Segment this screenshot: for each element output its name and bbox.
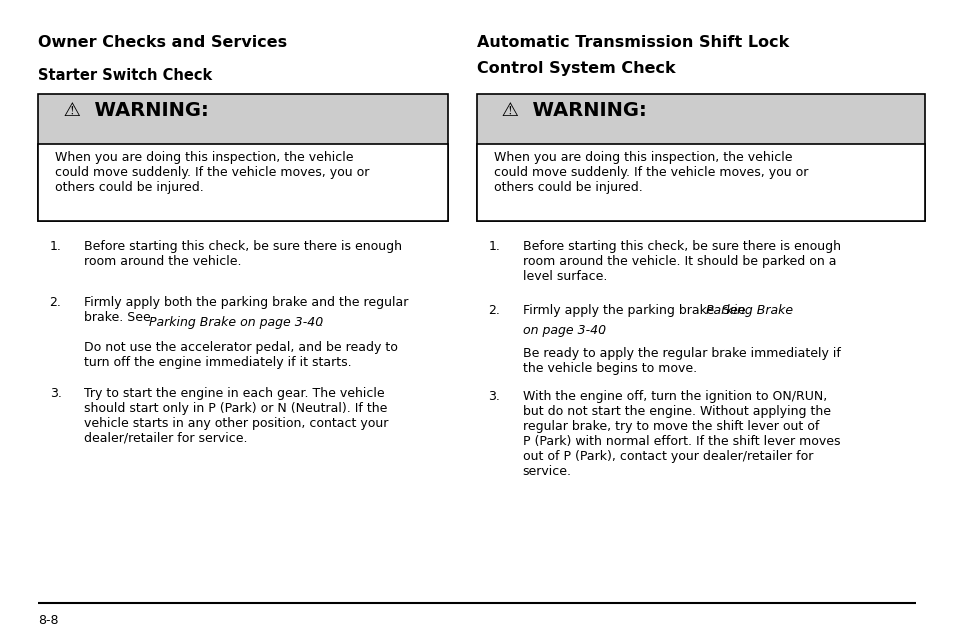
Text: Parking Brake on page 3-40: Parking Brake on page 3-40 <box>149 316 323 329</box>
Text: Firmly apply the parking brake. See: Firmly apply the parking brake. See <box>522 304 749 316</box>
FancyBboxPatch shape <box>38 94 448 221</box>
FancyBboxPatch shape <box>476 144 924 221</box>
Text: .: . <box>318 316 322 329</box>
Text: Be ready to apply the regular brake immediately if
the vehicle begins to move.: Be ready to apply the regular brake imme… <box>522 347 840 375</box>
Text: Try to start the engine in each gear. The vehicle
should start only in P (Park) : Try to start the engine in each gear. Th… <box>84 387 388 445</box>
Text: Automatic Transmission Shift Lock: Automatic Transmission Shift Lock <box>476 35 788 50</box>
Text: Firmly apply both the parking brake and the regular
brake. See: Firmly apply both the parking brake and … <box>84 296 408 324</box>
Text: Control System Check: Control System Check <box>476 61 675 76</box>
Text: ⚠  WARNING:: ⚠ WARNING: <box>50 101 208 120</box>
Text: 3.: 3. <box>488 390 499 403</box>
Text: .: . <box>600 324 604 337</box>
Text: When you are doing this inspection, the vehicle
could move suddenly. If the vehi: When you are doing this inspection, the … <box>55 151 370 193</box>
Text: 1.: 1. <box>50 240 61 253</box>
Text: With the engine off, turn the ignition to ON/RUN,
but do not start the engine. W: With the engine off, turn the ignition t… <box>522 390 840 478</box>
Text: Do not use the accelerator pedal, and be ready to
turn off the engine immediatel: Do not use the accelerator pedal, and be… <box>84 341 397 369</box>
Text: Starter Switch Check: Starter Switch Check <box>38 68 213 84</box>
Text: Parking Brake: Parking Brake <box>705 304 792 316</box>
Text: Owner Checks and Services: Owner Checks and Services <box>38 35 287 50</box>
Text: Before starting this check, be sure there is enough
room around the vehicle. It : Before starting this check, be sure ther… <box>522 240 840 283</box>
Text: Before starting this check, be sure there is enough
room around the vehicle.: Before starting this check, be sure ther… <box>84 240 401 268</box>
Text: 2.: 2. <box>488 304 499 316</box>
Text: 1.: 1. <box>488 240 499 253</box>
FancyBboxPatch shape <box>476 94 924 221</box>
Text: When you are doing this inspection, the vehicle
could move suddenly. If the vehi: When you are doing this inspection, the … <box>494 151 808 193</box>
Text: 8-8: 8-8 <box>38 614 58 627</box>
FancyBboxPatch shape <box>38 144 448 221</box>
Text: 2.: 2. <box>50 296 61 309</box>
Text: on page 3-40: on page 3-40 <box>522 324 605 337</box>
Text: ⚠  WARNING:: ⚠ WARNING: <box>488 101 646 120</box>
Text: 3.: 3. <box>50 387 61 399</box>
